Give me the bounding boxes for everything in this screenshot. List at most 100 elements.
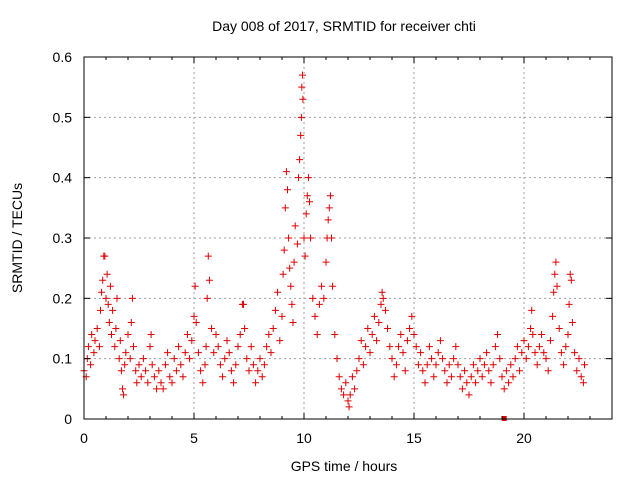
data-point	[461, 367, 469, 375]
data-point	[550, 288, 558, 296]
data-point	[344, 397, 352, 405]
data-point	[366, 349, 374, 357]
data-point	[406, 325, 414, 332]
data-point	[130, 343, 137, 351]
data-point	[252, 379, 260, 387]
data-point	[236, 331, 244, 339]
data-point	[102, 294, 110, 302]
data-point	[401, 367, 409, 375]
data-point	[381, 306, 389, 314]
data-point	[101, 252, 109, 260]
data-point	[566, 270, 574, 278]
data-point	[375, 318, 383, 326]
data-point	[197, 367, 205, 375]
data-point	[190, 312, 198, 320]
data-point	[571, 349, 579, 357]
data-point	[414, 361, 422, 369]
data-point	[498, 373, 506, 381]
data-point	[522, 355, 530, 363]
data-point	[359, 361, 367, 369]
data-point	[412, 343, 420, 351]
data-point	[329, 282, 337, 290]
y-tick-label: 0.2	[53, 290, 73, 306]
data-point	[324, 216, 332, 224]
data-point	[126, 355, 134, 363]
data-point	[164, 349, 172, 357]
data-point	[320, 294, 328, 302]
data-point	[202, 343, 210, 351]
data-point	[452, 343, 460, 351]
data-point	[528, 306, 536, 314]
y-axis-ticks: 0 0.1 0.2 0.3 0.4 0.5 0.6	[53, 49, 612, 427]
data-point	[212, 331, 220, 339]
data-point	[355, 355, 363, 363]
data-point	[175, 343, 183, 351]
data-point	[291, 222, 299, 230]
data-point	[302, 210, 310, 218]
data-point	[124, 331, 132, 339]
data-point	[304, 174, 312, 182]
data-point	[298, 83, 306, 91]
data-point	[199, 379, 207, 387]
data-point	[121, 361, 129, 369]
data-point	[362, 343, 370, 351]
data-point	[552, 258, 560, 266]
data-point	[509, 373, 517, 381]
data-point	[445, 361, 453, 369]
data-point	[555, 325, 563, 332]
data-point	[90, 349, 98, 357]
data-point	[450, 355, 458, 363]
data-point	[513, 343, 521, 351]
data-point	[568, 318, 576, 326]
data-point	[104, 300, 112, 308]
data-point	[311, 312, 319, 320]
data-point	[225, 349, 233, 357]
data-point	[203, 294, 211, 302]
y-tick-label: 0.1	[53, 351, 73, 367]
data-point	[91, 337, 99, 345]
y-axis-title: SRMTID / TECUs	[9, 183, 25, 293]
data-point	[549, 312, 557, 320]
data-point	[243, 355, 251, 363]
data-point	[432, 361, 440, 369]
data-point	[127, 318, 135, 326]
data-point	[286, 264, 294, 272]
data-point	[476, 355, 484, 363]
data-point	[132, 367, 140, 375]
data-point	[408, 312, 416, 320]
data-point	[170, 355, 178, 363]
data-point	[179, 373, 187, 381]
data-point	[373, 337, 381, 345]
data-point	[208, 325, 216, 332]
y-tick-label: 0.3	[53, 230, 73, 246]
data-point	[467, 373, 475, 381]
data-point	[112, 325, 120, 332]
data-point	[108, 331, 115, 339]
data-point	[524, 343, 532, 351]
data-point	[531, 349, 539, 357]
data-point	[274, 288, 282, 296]
data-point	[386, 343, 394, 351]
data-point	[133, 379, 141, 387]
data-point	[161, 361, 169, 369]
data-point	[279, 270, 287, 278]
data-point	[421, 379, 429, 387]
data-point	[128, 294, 136, 302]
data-point	[443, 379, 451, 387]
data-point	[351, 385, 359, 393]
data-point	[384, 325, 392, 332]
data-point	[301, 252, 309, 260]
data-point	[290, 258, 298, 266]
data-point	[313, 331, 321, 339]
data-point	[428, 355, 436, 363]
data-point	[397, 331, 405, 339]
data-point	[99, 276, 107, 284]
data-point	[289, 318, 297, 326]
data-point	[516, 367, 524, 375]
data-point	[278, 312, 286, 320]
data-point	[544, 367, 552, 375]
data-point	[234, 343, 242, 351]
data-point	[230, 379, 238, 387]
data-point	[186, 355, 194, 363]
